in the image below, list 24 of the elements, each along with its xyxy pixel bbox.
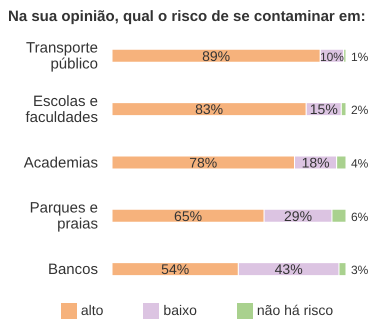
data-label: 1% (351, 50, 369, 64)
data-label: 2% (351, 103, 369, 118)
legend-label: não há risco (256, 302, 334, 318)
data-label: 10% (320, 50, 344, 64)
data-label: 54% (161, 261, 190, 278)
data-label: 78% (189, 154, 218, 170)
data-label: 3% (351, 263, 369, 278)
y-tick-label: Transporte público (26, 40, 98, 73)
y-tick-label: Academias (24, 154, 98, 172)
legend-label: baixo (163, 302, 197, 318)
data-label: 6% (351, 210, 369, 224)
data-label: 18% (302, 154, 330, 170)
legend-label: alto (80, 302, 104, 318)
data-label: 15% (310, 101, 338, 118)
y-tick-label: Escolas e faculdades (25, 93, 98, 126)
data-label: 4% (351, 156, 369, 170)
data-label: 43% (274, 261, 303, 278)
data-label: 89% (202, 48, 230, 64)
chart-title: Na sua opinião, qual o risco de se contaminar em: (8, 8, 367, 25)
data-label: 65% (174, 208, 202, 224)
y-tick-label: Bancos (48, 261, 98, 278)
data-label: 29% (284, 208, 312, 224)
y-tick-label: Parques e praias (30, 200, 98, 233)
data-label: 83% (195, 101, 224, 118)
